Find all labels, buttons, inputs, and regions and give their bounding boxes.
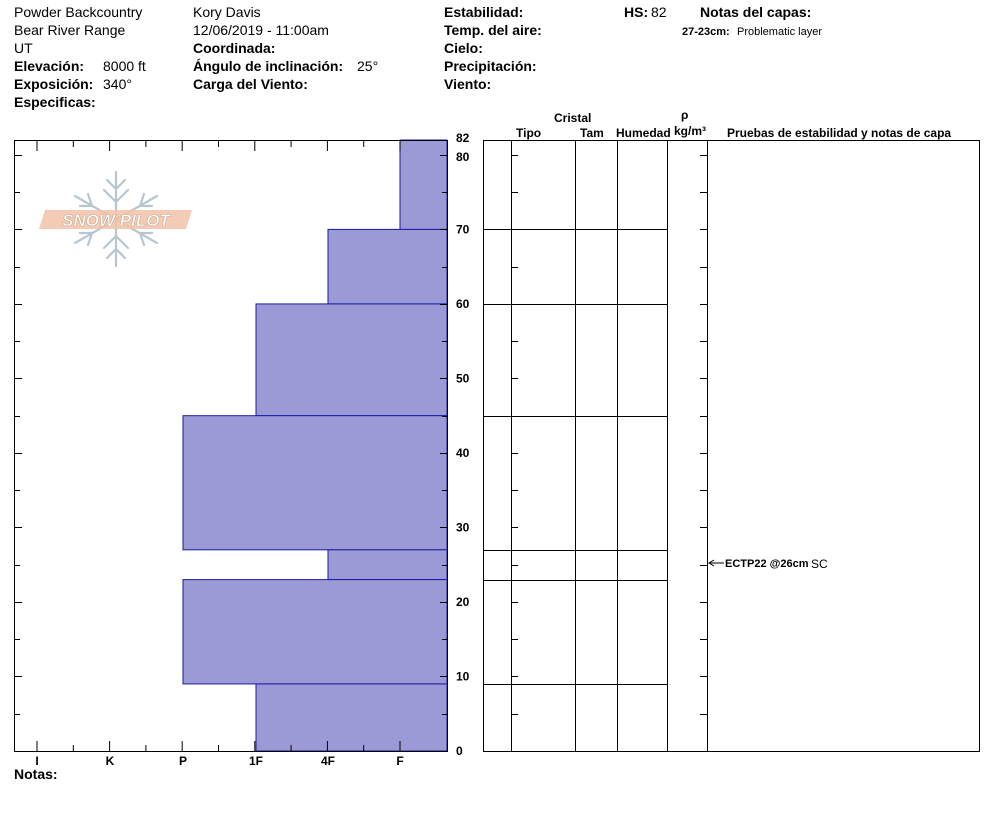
- elevation-value: 8000 ft: [103, 58, 146, 74]
- observation-datetime: 12/06/2019 - 11:00am: [193, 22, 329, 38]
- layer-bar-1: [327, 228, 448, 305]
- rho-header: ρ: [681, 108, 689, 122]
- hs-label: HS:: [624, 4, 649, 20]
- ectp-test-result: ECTP22 @26cm: [725, 558, 809, 570]
- y-tick-label: 40: [456, 446, 470, 460]
- hs-value: 82: [651, 4, 667, 20]
- stability-label: Estabilidad:: [444, 4, 524, 20]
- y-tick-label: 60: [456, 297, 470, 311]
- slope-angle-label: Ángulo de inclinación:: [193, 58, 344, 74]
- crystal-header: Cristal: [554, 111, 592, 125]
- density-unit-header: kg/m³: [674, 124, 707, 138]
- y-tick-label: 20: [456, 595, 470, 609]
- notes-label: Notas:: [14, 766, 58, 782]
- stability-tests-header: Pruebas de estabilidad y notas de capa: [727, 126, 952, 140]
- layer-bar-3: [182, 415, 448, 551]
- y-tick-label: 50: [456, 371, 470, 385]
- hardness-chart-frame: [14, 140, 448, 752]
- type-header: Tipo: [516, 126, 542, 140]
- layer-bar-4: [327, 549, 448, 581]
- layer-note-range: 27-23cm:: [682, 26, 730, 38]
- layer-table-frame: [483, 140, 980, 752]
- state-name: UT: [14, 40, 33, 56]
- specifics-label: Especificas:: [14, 94, 96, 110]
- precipitation-label: Precipitación:: [444, 58, 537, 74]
- aspect-label: Exposición:: [14, 76, 94, 92]
- layer-bar-6: [255, 683, 448, 752]
- layer-notes-label: Notas del capas:: [700, 4, 812, 20]
- y-tick-label: 70: [456, 222, 470, 236]
- moisture-header: Humedad: [616, 126, 671, 140]
- layer-bar-0: [399, 139, 448, 230]
- observer-name: Kory Davis: [193, 4, 261, 20]
- elevation-label: Elevación:: [14, 58, 85, 74]
- test-arrow-head: [708, 559, 715, 567]
- x-tick-label: P: [179, 754, 187, 768]
- y-tick-label: 80: [456, 150, 470, 164]
- layer-note-text: Problematic layer: [737, 26, 822, 38]
- wind-load-label: Carga del Viento:: [193, 76, 308, 92]
- slope-angle-value: 25°: [357, 58, 379, 74]
- y-tick-label: 0: [456, 744, 463, 758]
- sky-label: Cielo:: [444, 40, 483, 56]
- y-tick-label: 10: [456, 669, 470, 683]
- y-tick-label: 82: [456, 131, 470, 145]
- x-tick-label: I: [35, 754, 38, 768]
- layer-bar-2: [255, 303, 448, 417]
- size-header: Tam: [580, 126, 604, 140]
- coordinate-label: Coordinada:: [193, 40, 276, 56]
- range-name: Bear River Range: [14, 22, 126, 38]
- location-name: Powder Backcountry: [14, 4, 143, 20]
- wind-label: Viento:: [444, 76, 492, 92]
- aspect-value: 340°: [103, 76, 132, 92]
- x-tick-label: 1F: [249, 754, 263, 768]
- y-tick-label: 30: [456, 520, 470, 534]
- layer-bar-5: [182, 579, 448, 685]
- test-shear-quality: SC: [811, 557, 828, 571]
- air-temp-label: Temp. del aire:: [444, 22, 542, 38]
- x-tick-label: K: [106, 754, 115, 768]
- x-tick-label: F: [396, 754, 403, 768]
- x-tick-label: 4F: [321, 754, 335, 768]
